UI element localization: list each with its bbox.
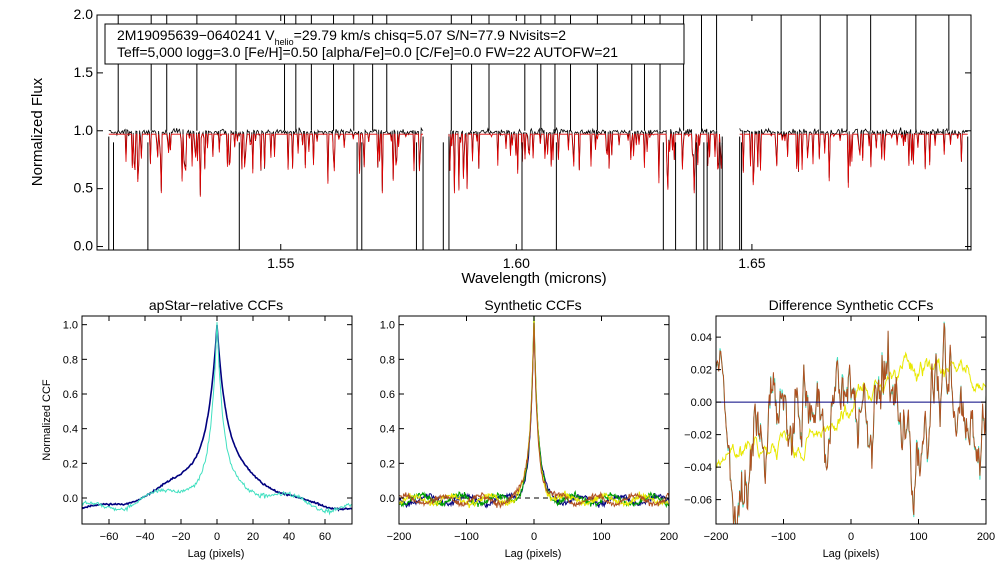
x-tick-label: −60 [100,531,119,543]
y-tick-label: 0.04 [691,332,712,344]
synthetic-ccf-series-navy [399,321,669,509]
x-tick-label: −100 [454,531,479,543]
synthetic-ccf-title: Synthetic CCFs [484,297,581,313]
spectrum-xlabel: Wavelength (microns) [461,270,606,287]
x-tick-label: 1.60 [503,255,530,271]
apstar-ccf-ylabel: Normalized CCF [41,379,53,461]
apstar-ccf-data [82,322,352,516]
y-tick-label: 1.0 [380,320,395,332]
difference-ccf-plot: Difference Synthetic CCFs −200 −100 0 100 20… [684,297,995,560]
difference-ccf-series-brown [716,322,986,524]
y-tick-label: 0.0 [380,493,395,505]
observed-spectrum-2 [739,127,968,183]
y-tick-label: 1.5 [74,64,94,80]
y-tick-label: 1.0 [74,122,94,138]
x-tick-label: 1.55 [267,255,294,271]
y-tick-label: −0.04 [684,462,712,474]
apstar-ccf-title: apStar−relative CCFs [149,297,283,313]
y-tick-label: 0.6 [63,389,78,401]
x-tick-label: 1.65 [738,255,765,271]
apstar-ccf-series-visit-2 [82,322,352,516]
y-tick-label: 0.00 [691,397,712,409]
observed-spectrum-1 [448,126,723,191]
x-tick-label: 20 [247,531,259,543]
info-box [104,23,685,65]
apstar-ccf-ticks: −60 −40 −20 0 20 40 60 0.0 0.2 0.4 0.6 0.8 1.0 [63,316,352,543]
model-spectrum-0 [108,133,423,197]
y-tick-label: −0.06 [684,495,712,507]
x-tick-label: 40 [283,531,295,543]
x-tick-label: −200 [387,531,412,543]
x-tick-label: 200 [977,531,995,543]
info-line-2: Teff=5,000 logg=3.0 [Fe/H]=0.50 [alpha/F… [117,44,618,60]
x-tick-label: 60 [319,531,331,543]
y-tick-label: 0.4 [63,424,78,436]
y-tick-label: 0.0 [74,238,94,254]
y-tick-label: 0.5 [74,180,94,196]
spectrum-plot: 1.55 1.60 1.65 0.0 0.5 1.0 1.5 2.0 2M19095639−0… [29,6,972,287]
y-tick-label: 0.8 [380,354,395,366]
synthetic-ccf-frame [398,315,670,525]
synthetic-ccf-series-yellow [399,316,669,509]
difference-ccf-ticks: −200 −100 0 100 200 0.04 0.02 0.00 −0.02 −0.04 −0.… [684,316,995,543]
model-spectrum-1 [448,133,723,194]
difference-ccf-xlabel: Lag (pixels) [823,548,880,560]
x-tick-label: 0 [848,531,854,543]
x-tick-label: 0 [214,531,220,543]
difference-ccf-title: Difference Synthetic CCFs [769,297,934,313]
x-tick-label: 100 [592,531,610,543]
x-tick-label: −40 [136,531,155,543]
synthetic-ccf-lines [399,316,669,509]
x-tick-label: 200 [660,531,678,543]
spectrum-ticks: 1.55 1.60 1.65 0.0 0.5 1.0 1.5 2.0 [74,6,971,271]
y-tick-label: 0.2 [63,458,78,470]
y-tick-label: 0.8 [63,354,78,366]
synthetic-ccf-data [399,316,669,509]
apstar-ccf-series-visit-1 [82,324,352,512]
x-tick-label: 0 [531,531,537,543]
apstar-ccf-plot: apStar−relative CCFs −60 −40 −20 0 20 40 60 0.0… [41,297,353,560]
difference-ccf-data [716,321,986,524]
synthetic-ccf-xlabel: Lag (pixels) [505,548,562,560]
info-line-1: 2M19095639−0640241 Vhelio=29.79 km/s chi… [117,27,566,47]
model-spectrum-2 [739,133,968,188]
difference-ccf-series-yellow [716,351,986,469]
y-tick-label: 0.2 [380,458,395,470]
y-tick-label: 0.02 [691,365,712,377]
synthetic-ccf-ticks: −200 −100 0 100 200 0.0 0.2 0.4 0.6 0.8 1.0 [380,316,678,543]
spectrum-ylabel: Normalized Flux [29,77,46,186]
synthetic-ccf-plot: Synthetic CCFs −200 −100 0 100 200 0.0 0.2 0.4 0… [380,297,678,560]
y-tick-label: 1.0 [63,320,78,332]
apstar-ccf-frame [81,315,353,525]
y-tick-label: 2.0 [74,6,94,22]
x-tick-label: −200 [704,531,729,543]
apstar-ccf-lines [82,322,352,516]
y-tick-label: −0.02 [684,430,712,442]
y-tick-label: 0.4 [380,424,395,436]
y-tick-label: 0.0 [63,493,78,505]
difference-ccf-lines [716,321,986,524]
x-tick-label: −20 [172,531,191,543]
x-tick-label: 100 [909,531,927,543]
apstar-ccf-xlabel: Lag (pixels) [188,548,245,560]
synthetic-ccf-series-brown [399,322,669,509]
x-tick-label: −100 [771,531,796,543]
spectrum-frame [96,14,972,251]
y-tick-label: 0.6 [380,389,395,401]
